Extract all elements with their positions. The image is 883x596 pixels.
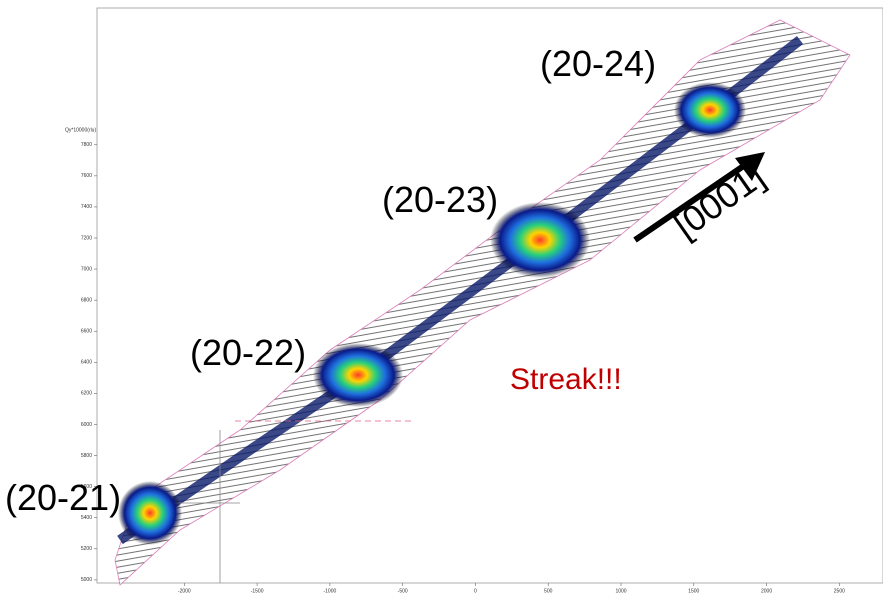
- x-tick-label: 0: [474, 588, 477, 594]
- y-tick-label: 6200: [81, 391, 92, 397]
- y-tick-label: 7000: [81, 266, 92, 272]
- y-tick-label: 6600: [81, 329, 92, 335]
- streak-label: Streak!!!: [510, 365, 622, 395]
- x-tick-label: 1000: [615, 588, 626, 594]
- peak-label: (20-23): [382, 182, 498, 218]
- x-tick-label: -1500: [251, 588, 264, 594]
- peak-label: (20-22): [190, 335, 306, 371]
- y-tick-label: 5000: [81, 577, 92, 583]
- y-tick-label: 7600: [81, 173, 92, 179]
- x-tick-label: 2000: [761, 588, 772, 594]
- streak-map: [115, 20, 850, 585]
- x-tick-label: -2000: [178, 588, 191, 594]
- y-tick-label: 5800: [81, 453, 92, 459]
- x-tick-label: -500: [398, 588, 408, 594]
- y-tick-label: 5200: [81, 546, 92, 552]
- x-tick-label: 500: [544, 588, 553, 594]
- y-tick-label: 6000: [81, 422, 92, 428]
- y-tick-label: 6800: [81, 297, 92, 303]
- peak-label: (20-24): [540, 46, 656, 82]
- x-tick-label: 1500: [688, 588, 699, 594]
- figure: Qy*10000(rlu) 50005200540056005800600062…: [0, 0, 883, 596]
- y-tick-label: 7200: [81, 235, 92, 241]
- chart: Qy*10000(rlu) 50005200540056005800600062…: [0, 0, 883, 596]
- y-tick-label: 7800: [81, 142, 92, 148]
- y-tick-label: 7400: [81, 204, 92, 210]
- peak-label: (20-21): [5, 480, 121, 516]
- y-axis-label: Qy*10000(rlu): [65, 127, 96, 133]
- x-tick-label: -1000: [323, 588, 336, 594]
- y-tick-label: 6400: [81, 360, 92, 366]
- x-tick-label: 2500: [834, 588, 845, 594]
